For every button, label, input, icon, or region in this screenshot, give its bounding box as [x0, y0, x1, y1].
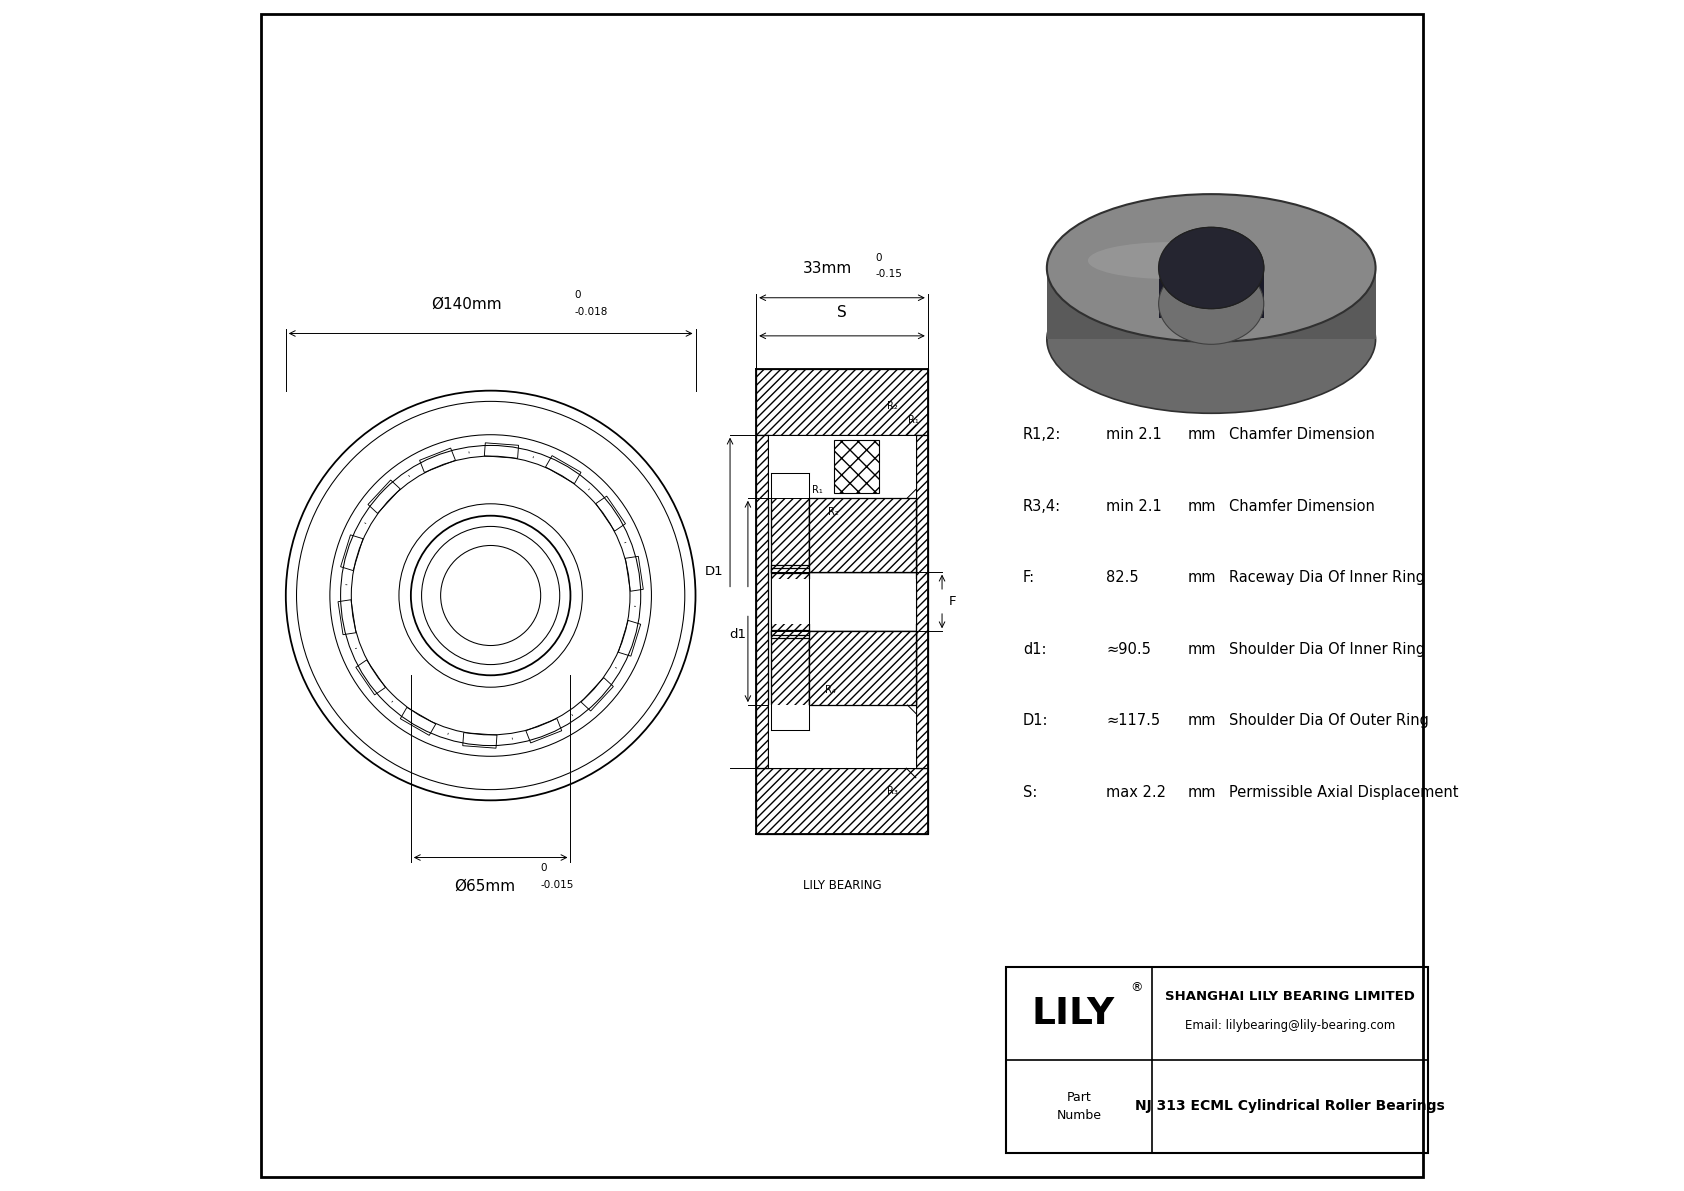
Text: Email: lilybearing@lily-bearing.com: Email: lilybearing@lily-bearing.com [1184, 1019, 1394, 1031]
Bar [768, 705, 916, 768]
Text: d1: d1 [729, 629, 746, 641]
Text: ®: ® [1130, 981, 1142, 993]
Text: Ø65mm: Ø65mm [455, 879, 515, 894]
Text: Part
Numbe: Part Numbe [1056, 1091, 1101, 1122]
Text: ≈117.5: ≈117.5 [1106, 713, 1160, 728]
Text: 0: 0 [574, 291, 581, 300]
Bar [808, 631, 916, 705]
Text: 33mm: 33mm [803, 261, 852, 276]
Ellipse shape [1159, 227, 1263, 308]
Bar [808, 498, 916, 572]
Bar [463, 732, 497, 748]
Text: Shoulder Dia Of Outer Ring: Shoulder Dia Of Outer Ring [1229, 713, 1430, 728]
Bar [525, 718, 562, 743]
Text: NJ 313 ECML Cylindrical Roller Bearings: NJ 313 ECML Cylindrical Roller Bearings [1135, 1099, 1445, 1114]
Text: R3,4:: R3,4: [1024, 499, 1061, 513]
Text: Chamfer Dimension: Chamfer Dimension [1229, 499, 1374, 513]
Bar [756, 768, 928, 834]
Text: mm: mm [1187, 499, 1216, 513]
Ellipse shape [1088, 242, 1253, 279]
Bar [618, 621, 640, 656]
Text: D1: D1 [704, 566, 722, 578]
Bar [596, 497, 625, 531]
Text: R₁: R₁ [908, 414, 919, 425]
Bar [369, 480, 401, 513]
Bar [756, 369, 928, 435]
Text: R₂: R₂ [829, 506, 839, 517]
Text: mm: mm [1187, 713, 1216, 728]
Text: -0.015: -0.015 [541, 880, 574, 890]
Text: mm: mm [1187, 570, 1216, 585]
Bar [768, 435, 916, 498]
Bar [485, 443, 519, 459]
Bar [419, 448, 455, 473]
Ellipse shape [1159, 227, 1263, 308]
Bar [756, 435, 768, 768]
Text: mm: mm [1187, 785, 1216, 799]
Text: S: S [837, 305, 847, 320]
Text: 0: 0 [876, 254, 882, 263]
Bar [771, 568, 808, 573]
Text: R₄: R₄ [825, 685, 835, 696]
Bar [771, 630, 808, 635]
Bar [771, 631, 916, 638]
Bar [771, 565, 916, 572]
Bar [546, 456, 581, 484]
Bar [771, 473, 808, 730]
Polygon shape [1047, 268, 1376, 339]
Text: D1:: D1: [1024, 713, 1049, 728]
Text: 82.5: 82.5 [1106, 570, 1138, 585]
Text: F:: F: [1024, 570, 1036, 585]
Bar [771, 579, 916, 624]
Text: min 2.1: min 2.1 [1106, 499, 1162, 513]
Bar [625, 556, 643, 591]
Text: d1:: d1: [1024, 642, 1046, 656]
Bar [916, 435, 928, 768]
Text: -0.018: -0.018 [574, 307, 608, 317]
Ellipse shape [1159, 263, 1263, 344]
Text: R₂: R₂ [887, 400, 898, 411]
Text: 0: 0 [541, 863, 547, 873]
Text: Ø140mm: Ø140mm [431, 297, 502, 312]
Bar [338, 600, 355, 635]
Text: Permissible Axial Displacement: Permissible Axial Displacement [1229, 785, 1458, 799]
Bar [401, 707, 436, 735]
Bar [340, 535, 364, 570]
Text: mm: mm [1187, 428, 1216, 442]
Text: LILY: LILY [1032, 996, 1115, 1031]
Bar [808, 631, 916, 705]
Bar [355, 660, 386, 694]
Text: Chamfer Dimension: Chamfer Dimension [1229, 428, 1374, 442]
Text: R₃: R₃ [886, 786, 898, 797]
Text: R1,2:: R1,2: [1024, 428, 1061, 442]
Text: min 2.1: min 2.1 [1106, 428, 1162, 442]
Bar [834, 439, 879, 493]
Polygon shape [1159, 268, 1263, 318]
Bar [581, 678, 613, 711]
Bar [808, 498, 916, 572]
Text: LILY BEARING: LILY BEARING [803, 879, 881, 892]
Text: S:: S: [1024, 785, 1037, 799]
Text: Shoulder Dia Of Inner Ring: Shoulder Dia Of Inner Ring [1229, 642, 1425, 656]
Text: R₁: R₁ [812, 485, 823, 495]
Text: max 2.2: max 2.2 [1106, 785, 1167, 799]
Ellipse shape [1047, 194, 1376, 342]
Text: -0.15: -0.15 [876, 269, 903, 279]
Text: F: F [950, 596, 957, 607]
Text: Raceway Dia Of Inner Ring: Raceway Dia Of Inner Ring [1229, 570, 1425, 585]
Bar [1007, 967, 1428, 1153]
Text: ≈90.5: ≈90.5 [1106, 642, 1152, 656]
Text: SHANGHAI LILY BEARING LIMITED: SHANGHAI LILY BEARING LIMITED [1165, 991, 1415, 1003]
Text: mm: mm [1187, 642, 1216, 656]
Ellipse shape [1047, 266, 1376, 413]
